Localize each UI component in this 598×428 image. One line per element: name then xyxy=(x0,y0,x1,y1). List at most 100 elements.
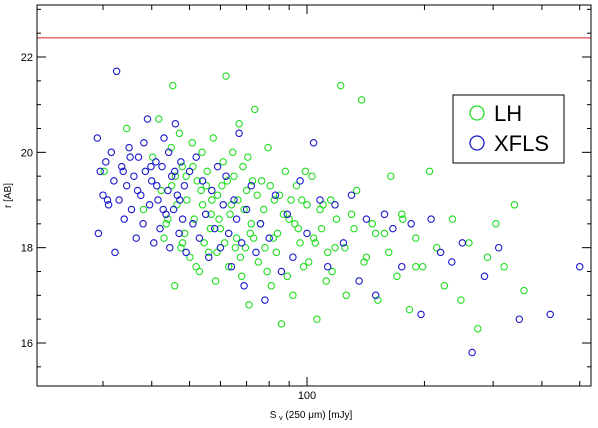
data-point-xfls xyxy=(156,224,164,233)
data-point-xfls xyxy=(289,253,297,261)
data-point-lh xyxy=(175,129,184,138)
data-point-xfls xyxy=(159,205,167,214)
data-point-lh xyxy=(206,224,215,233)
data-point-xfls xyxy=(235,129,243,138)
data-point-lh xyxy=(170,282,179,290)
data-point-xfls xyxy=(201,210,210,219)
data-point-lh xyxy=(296,239,304,247)
data-point-xfls xyxy=(448,258,456,266)
data-point-lh xyxy=(308,172,316,180)
series-xfls xyxy=(93,67,584,357)
data-point-lh xyxy=(399,215,407,223)
data-point-xfls xyxy=(283,210,292,219)
data-point-lh xyxy=(292,181,301,190)
data-point-lh xyxy=(380,229,389,238)
data-point-xfls xyxy=(546,310,554,319)
data-point-xfls xyxy=(261,296,269,304)
data-point-lh xyxy=(248,177,257,185)
data-point-xfls xyxy=(242,205,251,214)
data-point-xfls xyxy=(468,348,476,357)
legend-box xyxy=(452,94,565,164)
data-point-lh xyxy=(230,172,238,180)
data-point-lh xyxy=(301,167,310,176)
data-point-xfls xyxy=(208,186,216,195)
data-point-lh xyxy=(283,272,292,281)
y-axis-title: r [AB] xyxy=(3,183,14,208)
plot-frame xyxy=(36,4,592,387)
data-point-xfls xyxy=(94,229,103,238)
data-point-lh xyxy=(260,205,268,214)
data-point-xfls xyxy=(110,177,118,185)
data-point-xfls xyxy=(427,215,435,223)
data-point-lh xyxy=(215,215,223,223)
data-point-xfls xyxy=(256,220,265,228)
data-point-lh xyxy=(483,253,492,261)
x-axis-title-base: S xyxy=(270,410,277,421)
data-point-lh xyxy=(520,286,528,295)
data-point-lh xyxy=(279,210,288,219)
data-point-xfls xyxy=(160,134,168,142)
y-tick-label: 20 xyxy=(21,147,33,159)
data-point-xfls xyxy=(119,167,127,176)
data-point-xfls xyxy=(219,201,227,209)
data-point-xfls xyxy=(362,215,371,223)
data-point-lh xyxy=(264,143,272,152)
data-point-xfls xyxy=(216,243,225,252)
data-point-lh xyxy=(242,186,251,195)
data-point-lh xyxy=(412,234,420,242)
data-point-xfls xyxy=(111,248,119,257)
data-point-xfls xyxy=(380,210,389,219)
data-point-xfls xyxy=(303,229,311,238)
data-point-lh xyxy=(326,196,335,204)
data-point-lh xyxy=(350,224,358,233)
data-point-lh xyxy=(223,177,232,185)
data-point-xfls xyxy=(227,262,236,271)
data-point-lh xyxy=(218,181,226,190)
data-point-xfls xyxy=(398,262,406,271)
data-point-lh xyxy=(465,239,473,247)
data-point-xfls xyxy=(139,220,147,228)
data-point-xfls xyxy=(164,148,173,157)
data-point-lh xyxy=(294,224,303,233)
data-point-xfls xyxy=(141,167,150,176)
data-point-lh xyxy=(261,243,269,252)
data-point-lh xyxy=(332,215,341,223)
data-point-lh xyxy=(244,153,252,161)
data-point-xfls xyxy=(265,234,273,242)
data-point-lh xyxy=(323,248,332,257)
data-point-xfls xyxy=(93,134,102,142)
data-point-xfls xyxy=(120,215,128,223)
data-point-xfls xyxy=(436,248,445,257)
series-lh xyxy=(100,72,528,333)
data-point-lh xyxy=(266,181,274,190)
data-point-xfls xyxy=(107,148,116,157)
data-point-lh xyxy=(267,282,276,290)
data-point-lh xyxy=(285,215,293,223)
data-point-lh xyxy=(198,148,206,157)
data-point-xfls xyxy=(125,143,133,152)
data-point-lh xyxy=(347,210,356,219)
data-point-lh xyxy=(251,105,259,114)
data-point-lh xyxy=(371,229,380,238)
data-point-xfls xyxy=(389,224,397,233)
data-point-lh xyxy=(200,239,208,247)
data-point-xfls xyxy=(126,153,134,161)
data-point-lh xyxy=(178,239,187,247)
data-point-lh xyxy=(270,196,279,204)
data-point-lh xyxy=(237,272,246,281)
data-point-lh xyxy=(208,196,216,204)
data-point-xfls xyxy=(185,167,194,176)
data-point-lh xyxy=(236,253,245,261)
data-point-lh xyxy=(272,248,281,257)
data-point-xfls xyxy=(458,239,467,247)
data-point-lh xyxy=(220,239,229,247)
data-point-lh xyxy=(374,296,382,304)
data-point-xfls xyxy=(417,310,425,319)
data-point-lh xyxy=(246,229,254,238)
data-point-lh xyxy=(387,172,395,180)
data-point-lh xyxy=(209,134,217,142)
data-point-xfls xyxy=(140,139,148,147)
data-point-lh xyxy=(162,220,171,228)
data-point-xfls xyxy=(158,162,166,171)
